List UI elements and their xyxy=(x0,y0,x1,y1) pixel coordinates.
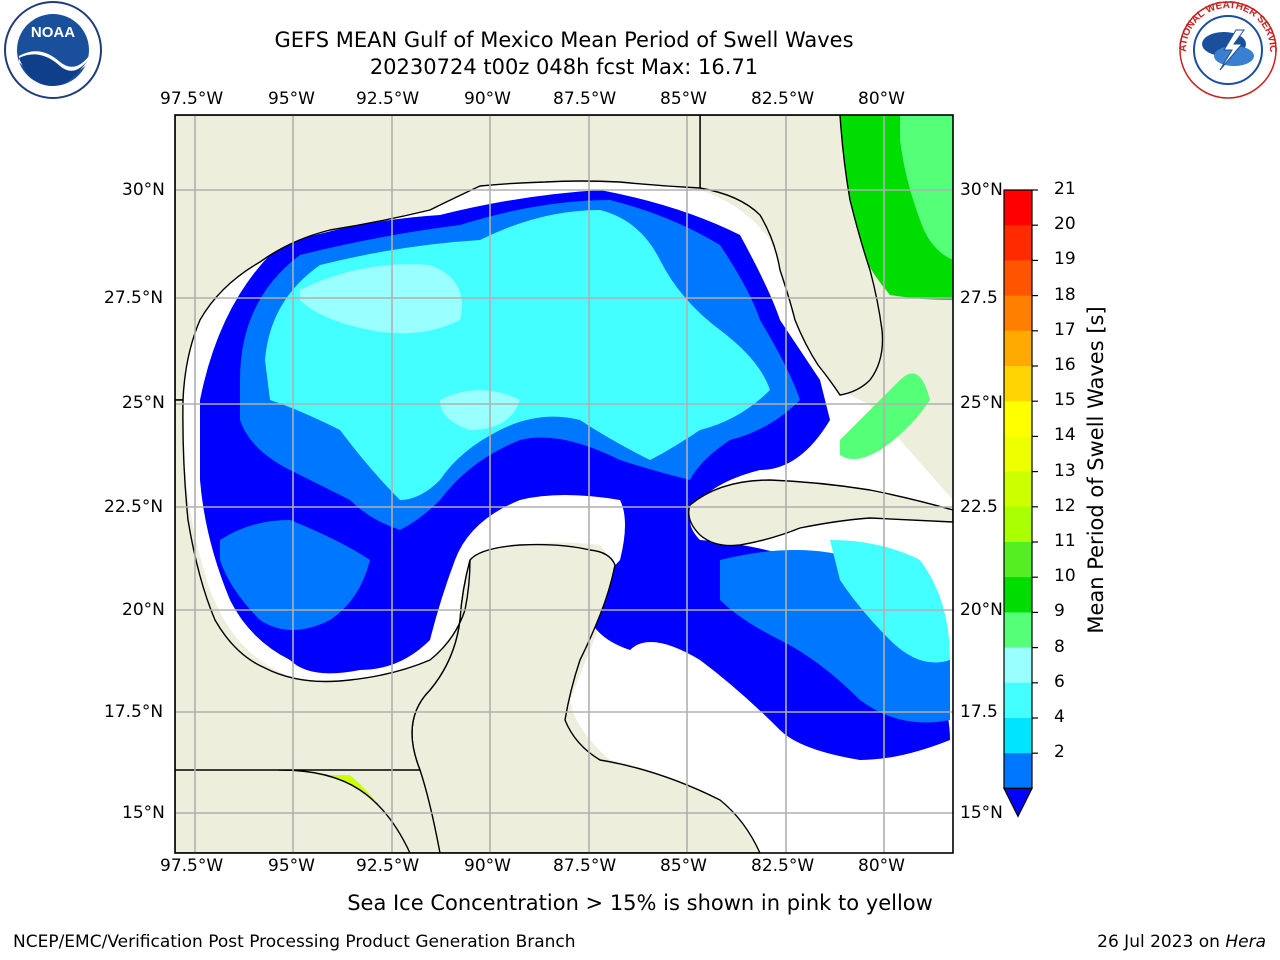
lon-tick-top: 97.5°W xyxy=(160,89,224,109)
colorbar-swatch xyxy=(1004,612,1032,649)
lat-tick-left: 27.5°N xyxy=(104,288,164,308)
lat-tick-left: 30°N xyxy=(122,180,165,200)
colorbar-tick-label: 9 xyxy=(1054,601,1065,622)
sea-ice-note-text: Sea Ice Concentration > 15% is shown in … xyxy=(347,891,933,915)
graticule xyxy=(175,115,953,853)
footer-left: NCEP/EMC/Verification Post Processing Pr… xyxy=(13,932,576,952)
florida-land xyxy=(699,115,884,396)
colorbar-frame xyxy=(1003,189,1033,790)
colorbar-swatch xyxy=(1004,753,1032,789)
colorbar-swatch xyxy=(1004,471,1032,508)
lon-tick-top: 92.5°W xyxy=(356,89,420,109)
colorbar-tick-label: 11 xyxy=(1054,531,1076,551)
colorbar-swatch xyxy=(1004,330,1032,367)
lat-tick-left: 22.5°N xyxy=(104,497,164,517)
colorbar-tick-label: 20 xyxy=(1054,214,1076,235)
colorbar-tick-label: 4 xyxy=(1054,707,1065,727)
lat-tick-left: 15°N xyxy=(122,803,165,823)
lat-tick-right: 22.5 xyxy=(960,497,998,517)
lon-tick-bottom: 87.5°W xyxy=(553,856,617,876)
colorbar-swatch xyxy=(1004,260,1032,297)
lat-tick-left: 20°N xyxy=(122,600,165,620)
lat-tick-right: 25°N xyxy=(960,393,1003,413)
lat-tick-right: 15°N xyxy=(960,803,1003,823)
lon-tick-bottom: 85°W xyxy=(660,856,707,876)
lat-tick-left: 17.5°N xyxy=(104,702,164,722)
us-coast-land xyxy=(175,115,701,401)
colorbar-tick-label: 13 xyxy=(1054,460,1076,481)
colorbar-tick-label: 17 xyxy=(1054,319,1076,340)
lat-tick-right: 30°N xyxy=(960,180,1003,200)
swell-band-florida-straits xyxy=(840,373,930,459)
lon-tick-bottom: 82.5°W xyxy=(751,856,815,876)
lon-tick-top: 85°W xyxy=(660,89,707,109)
colorbar-swatch xyxy=(1004,190,1032,226)
colorbar-tick-label: 21 xyxy=(1054,179,1076,199)
colorbar-swatch xyxy=(1004,506,1032,543)
cuba-land xyxy=(688,479,953,547)
colorbar-swatch xyxy=(1004,647,1032,684)
sea-ice-note: Sea Ice Concentration > 15% is shown in … xyxy=(0,891,1280,915)
colorbar-swatch xyxy=(1004,436,1032,473)
colorbar-tick-label: 15 xyxy=(1054,390,1076,411)
colorbar-tick-label: 16 xyxy=(1054,355,1076,375)
map-title: GEFS MEAN Gulf of Mexico Mean Period of … xyxy=(274,28,854,52)
lon-tick-bottom: 97.5°W xyxy=(160,856,224,876)
lon-tick-top: 80°W xyxy=(858,89,905,109)
colorbar-swatch xyxy=(1004,542,1032,578)
lon-tick-top: 82.5°W xyxy=(751,89,815,109)
colorbar-tick-label: 18 xyxy=(1054,284,1076,305)
lon-tick-top: 95°W xyxy=(268,89,315,109)
lat-tick-right: 27.5 xyxy=(960,288,998,308)
colorbar-tick-label: 6 xyxy=(1054,671,1065,692)
nws-logo: NATIONAL WEATHER SERVICE xyxy=(1176,0,1278,99)
colorbar-extend-arrow xyxy=(1003,787,1033,818)
lat-tick-right: 17.5 xyxy=(960,702,998,722)
lon-tick-bottom: 90°W xyxy=(464,856,511,876)
colorbar-swatch xyxy=(1004,718,1032,754)
colorbar-swatch xyxy=(1004,682,1032,719)
colorbar-tick-label: 2 xyxy=(1054,742,1065,763)
swell-band-8-9 xyxy=(300,264,462,334)
colorbar-tick-label: 19 xyxy=(1054,249,1076,270)
colorbar-tick-label: 14 xyxy=(1054,425,1076,446)
mexico-coast-land xyxy=(175,399,471,771)
lon-tick-top: 87.5°W xyxy=(553,89,617,109)
colorbar-tick-label: 12 xyxy=(1054,495,1076,516)
map-subtitle: 20230724 t00z 048h fcst Max: 16.71 xyxy=(369,55,759,79)
footer-date: 26 Jul 2023 on xyxy=(1097,932,1226,952)
swell-band-9-10-atlantic xyxy=(900,115,953,260)
colorbar-swatch xyxy=(1004,366,1032,402)
lon-tick-bottom: 80°W xyxy=(858,856,905,876)
colorbar-tick-label: 10 xyxy=(1054,566,1076,587)
swell-band-6-8-caribbean xyxy=(830,540,950,663)
colorbar-swatch xyxy=(1004,225,1032,261)
colorbar xyxy=(1003,189,1038,818)
noaa-logo-text: NOAA xyxy=(31,24,75,41)
swell-band-4-6-lower xyxy=(220,520,370,630)
lat-tick-left: 25°N xyxy=(122,393,165,413)
footer-right: 26 Jul 2023 on Hera xyxy=(1097,932,1266,952)
swell-band-8-9-b xyxy=(440,390,520,430)
map-frame xyxy=(174,114,954,854)
lat-tick-right: 20°N xyxy=(960,600,1003,620)
lon-tick-bottom: 95°W xyxy=(268,856,315,876)
colorbar-swatch xyxy=(1004,401,1032,437)
colorbar-label: Mean Period of Swell Waves [s] xyxy=(1084,306,1108,634)
colorbar-swatch xyxy=(1004,295,1032,332)
lon-tick-top: 90°W xyxy=(464,89,511,109)
lon-tick-bottom: 92.5°W xyxy=(356,856,420,876)
noaa-logo: NOAA xyxy=(4,1,102,99)
footer-host: Hera xyxy=(1225,932,1266,952)
colorbar-tick-label: 8 xyxy=(1054,636,1065,657)
colorbar-swatch xyxy=(1004,577,1032,613)
